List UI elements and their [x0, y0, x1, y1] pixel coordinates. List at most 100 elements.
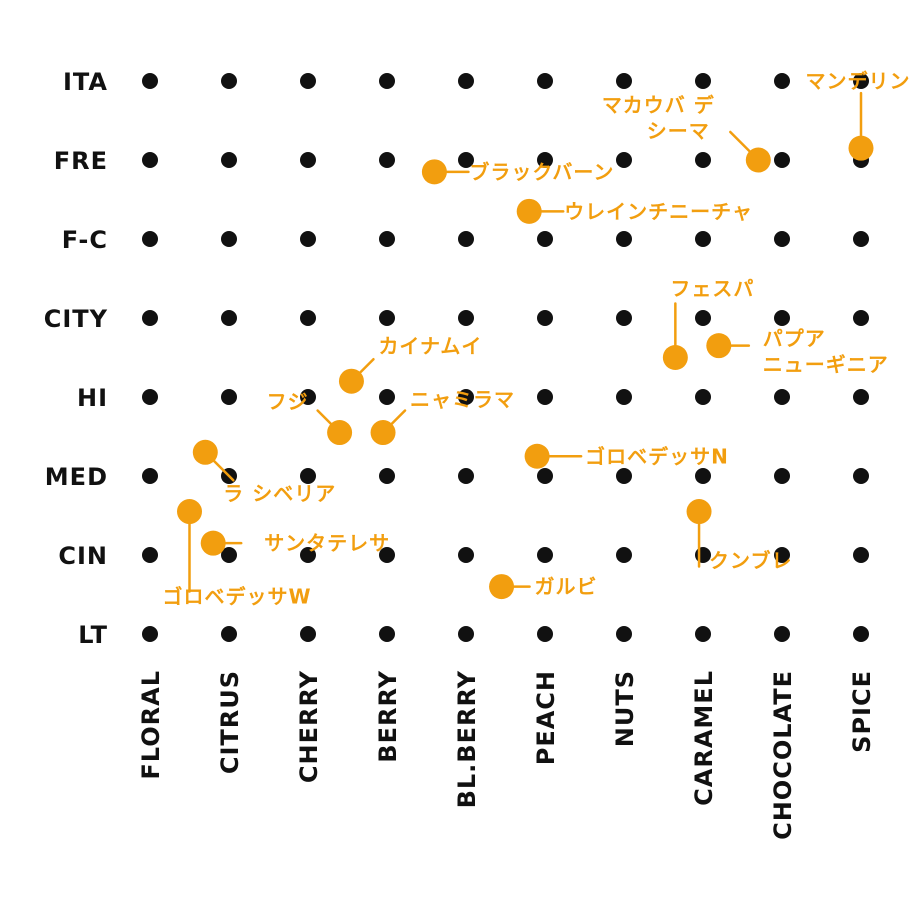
roast-label: CITY — [44, 305, 108, 333]
grid-dot — [695, 626, 711, 642]
grid-dot — [537, 73, 553, 89]
grid-dot — [616, 310, 632, 326]
grid-dot — [458, 152, 474, 168]
grid-dot — [537, 547, 553, 563]
grid-dot — [300, 310, 316, 326]
grid-dot — [537, 468, 553, 484]
coffee-point — [686, 499, 712, 525]
grid-dot — [853, 626, 869, 642]
grid-dot — [458, 626, 474, 642]
grid-dot — [458, 73, 474, 89]
grid-dot — [695, 231, 711, 247]
grid-dot — [221, 547, 237, 563]
flavor-label: SPICE — [848, 670, 876, 753]
coffee-point — [327, 420, 353, 446]
coffee-point — [200, 530, 226, 556]
grid-dot — [774, 468, 790, 484]
coffee-label: ウレインチニーチャ — [564, 199, 753, 223]
coffee-point — [706, 333, 732, 359]
flavor-axis-labels: FLORAL CITRUS CHERRY BERRY BL.BERRY PEACH NUTS… — [137, 670, 876, 840]
grid-dot — [221, 389, 237, 405]
grid-dot — [774, 547, 790, 563]
grid-dot — [142, 468, 158, 484]
coffee-label: サンタテレサ — [264, 531, 390, 555]
coffee-label: フジ — [267, 390, 309, 414]
grid-dot — [300, 468, 316, 484]
grid-dot — [537, 626, 553, 642]
roast-label: HI — [77, 384, 108, 412]
roast-axis-labels: ITA FRE F-C CITY HI MED CIN LT — [44, 68, 108, 649]
grid-dot — [853, 231, 869, 247]
grid-dot — [300, 626, 316, 642]
grid-dot — [221, 310, 237, 326]
grid-dot — [853, 310, 869, 326]
grid-dot — [379, 547, 395, 563]
grid-dot — [379, 389, 395, 405]
coffee-point — [338, 368, 364, 394]
grid-dot — [379, 626, 395, 642]
grid-dot — [616, 626, 632, 642]
grid-dot — [142, 547, 158, 563]
leader-line — [358, 357, 375, 375]
grid-dot — [300, 73, 316, 89]
grid-dot — [300, 547, 316, 563]
grid-dot — [142, 389, 158, 405]
grid-dot — [616, 231, 632, 247]
coffee-point — [489, 574, 515, 600]
coffee-point — [745, 147, 771, 173]
grid-dot — [853, 389, 869, 405]
grid-dot — [221, 626, 237, 642]
grid-dot — [142, 73, 158, 89]
coffee-label: カイナムイ — [378, 334, 482, 358]
coffee-label: ガルビ — [535, 575, 598, 599]
coffee-point — [192, 439, 218, 465]
grid-dot — [379, 231, 395, 247]
grid-dot — [695, 468, 711, 484]
roast-label: LT — [78, 621, 108, 649]
coffee-label: クンブレ — [709, 549, 792, 573]
coffee-point — [370, 420, 396, 446]
flavor-label: CITRUS — [216, 670, 244, 774]
grid-dot — [853, 547, 869, 563]
grid-dot — [142, 626, 158, 642]
flavor-label: BL.BERRY — [453, 670, 481, 808]
coffee-label: フェスパ — [670, 277, 754, 301]
grid-dot — [537, 231, 553, 247]
grid-dot — [379, 468, 395, 484]
roast-label: CIN — [58, 542, 108, 570]
coffee-label: マカウバ デ — [602, 93, 715, 117]
grid-dot — [379, 73, 395, 89]
grid-dot — [458, 310, 474, 326]
coffee-point — [177, 499, 202, 525]
grid-dot — [221, 152, 237, 168]
grid-dot — [774, 73, 790, 89]
grid-dot — [616, 547, 632, 563]
coffee-label: シーマ — [647, 119, 710, 143]
grid-dot — [695, 73, 711, 89]
roast-label: FRE — [54, 147, 108, 175]
coffee-label: ゴロベデッサN — [585, 444, 729, 468]
grid-dot — [774, 389, 790, 405]
grid-dot — [379, 310, 395, 326]
leader-line — [729, 130, 751, 153]
grid-dot — [853, 468, 869, 484]
grid-dot — [695, 152, 711, 168]
flavor-label: BERRY — [374, 670, 402, 763]
grid-dot — [221, 73, 237, 89]
flavor-label: CARAMEL — [690, 670, 718, 806]
grid-dot — [774, 152, 790, 168]
grid-dot — [379, 152, 395, 168]
grid-dot — [853, 73, 869, 89]
coffee-point — [421, 159, 447, 185]
flavor-label: NUTS — [611, 670, 639, 747]
grid-dot — [537, 310, 553, 326]
grid-dot — [774, 231, 790, 247]
leader-line — [316, 409, 333, 426]
grid-dot — [142, 310, 158, 326]
grid-dot — [221, 231, 237, 247]
grid-dot — [458, 468, 474, 484]
roast-label: F-C — [62, 226, 108, 254]
leader-line — [389, 409, 407, 426]
grid-dot — [616, 73, 632, 89]
